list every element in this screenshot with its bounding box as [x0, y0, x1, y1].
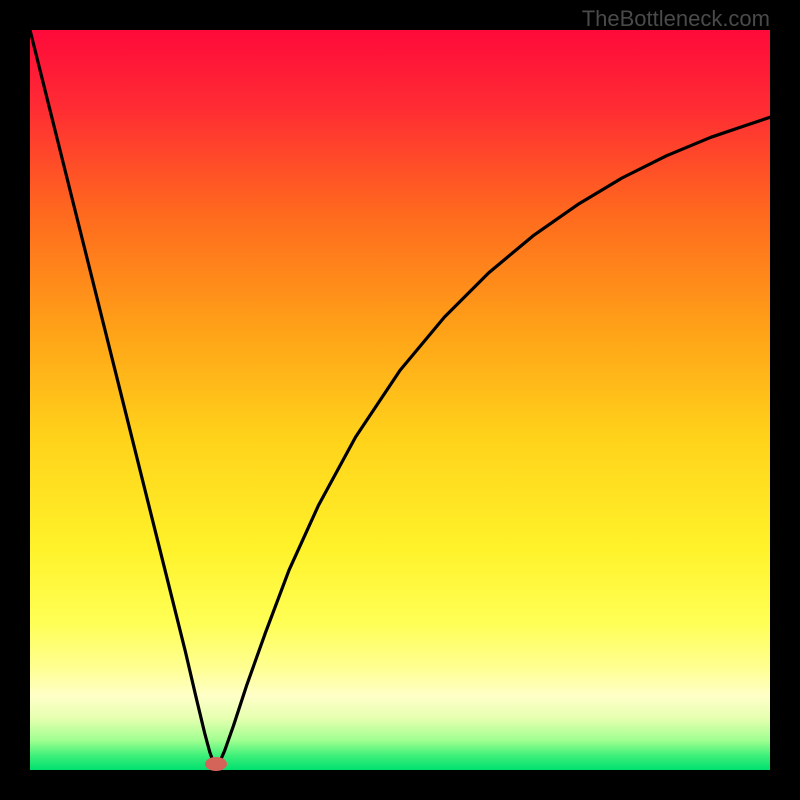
plot-area	[30, 30, 770, 770]
chart-container: TheBottleneck.com	[0, 0, 800, 800]
gradient-background	[30, 30, 770, 770]
optimum-marker	[205, 757, 227, 771]
watermark-text: TheBottleneck.com	[582, 6, 770, 32]
